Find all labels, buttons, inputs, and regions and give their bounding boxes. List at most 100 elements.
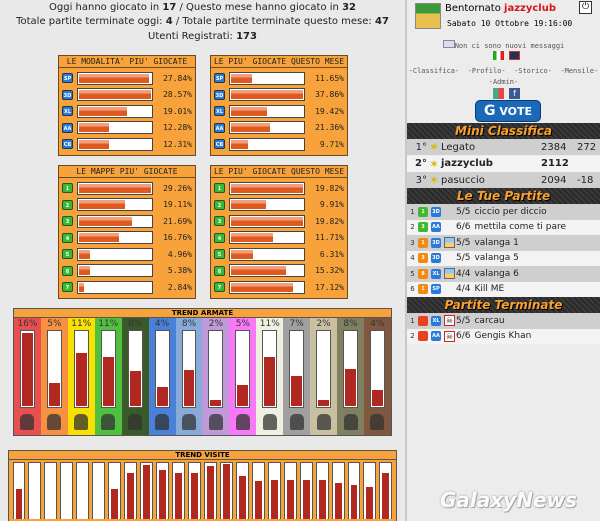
percent-bar — [229, 88, 305, 101]
army-percent: 5% — [47, 319, 62, 329]
game-index: 6 — [410, 285, 415, 294]
percent-bar — [229, 181, 305, 195]
google-icon[interactable] — [493, 88, 504, 99]
game-name[interactable]: valanga 1 — [474, 237, 519, 248]
game-row[interactable]: 1 1 3D 5/5 ciccio per diccio — [407, 204, 600, 220]
link-admin[interactable]: -Admin- — [488, 78, 519, 86]
map-icon: 1 — [62, 183, 73, 193]
level-star-icon: ✶ — [429, 140, 440, 154]
game-name[interactable]: mettila come ti pare — [474, 222, 567, 233]
month-count: 32 — [342, 2, 356, 13]
skull-icon: ☠ — [444, 315, 455, 327]
italian-flag-icon[interactable] — [493, 51, 504, 60]
player-name[interactable]: pasuccio — [441, 174, 485, 186]
percent-bar — [229, 264, 305, 277]
stat-row: CB 12.31% — [62, 136, 192, 152]
player-name[interactable]: Legato — [441, 141, 476, 153]
visit-bar — [235, 462, 249, 519]
game-row[interactable]: 2 3 AA 6/6 mettila come ti pare — [407, 219, 600, 235]
army-bar-fill — [318, 399, 330, 406]
map-icon: 4 — [62, 232, 73, 243]
percent-bar — [229, 231, 305, 244]
trend-armate: TREND ARMATE 16% 5% 11% 11% 8% 4% 8% 2% 5% 11% 7% 2… — [13, 308, 392, 436]
visit-bar-fill — [206, 466, 214, 519]
avatar[interactable] — [415, 3, 441, 29]
ranking-row[interactable]: 2° ✶ jazzyclub 2112 — [407, 155, 600, 172]
modes-all-panel: LE MODALITA' PIU' GIOCATE SP 27.84% 3D 28.57… — [58, 55, 196, 156]
messages-status[interactable]: Non ci sono nuovi messaggi — [454, 42, 565, 50]
turn-icon: 3 — [418, 253, 428, 264]
tue-partite-header: Le Tue Partite — [407, 188, 600, 204]
game-row[interactable]: 6 1 SP 4/4 Kill ME — [407, 281, 600, 297]
army-percent: 4% — [154, 319, 170, 329]
stat-row: AA 21.36% — [214, 120, 344, 136]
game-name[interactable]: valanga 5 — [474, 253, 519, 264]
visit-bar-fill — [334, 483, 342, 519]
army-bar — [289, 330, 305, 408]
map-icon: 6 — [62, 265, 73, 276]
english-flag-icon[interactable] — [509, 51, 520, 60]
army-bar — [100, 330, 116, 408]
visit-bar — [60, 462, 74, 519]
facebook-icon[interactable]: f — [509, 88, 520, 99]
soldier-icon — [370, 414, 385, 430]
mode-icon: 3D — [431, 237, 441, 248]
game-name[interactable]: Gengis Khan — [474, 331, 532, 342]
ranking-row[interactable]: 3° ✶ pasuccio 2094 -18 — [407, 172, 600, 188]
game-name[interactable]: valanga 6 — [474, 268, 519, 279]
ended-game-row[interactable]: 1 XL ☠ 5/5 carcau — [407, 313, 600, 329]
ended-month: 47 — [374, 15, 389, 27]
visit-bar — [299, 462, 313, 519]
mail-icon[interactable] — [442, 40, 455, 48]
visit-bar-fill — [222, 463, 230, 519]
soldier-icon — [20, 414, 35, 430]
army-column: 11% — [256, 318, 284, 435]
watermark: GalaxyNews — [440, 488, 577, 512]
stat-row: 7 17.12% — [214, 279, 344, 295]
logout-icon[interactable]: ⏻ — [579, 1, 592, 14]
ended-icon — [418, 331, 428, 342]
army-bar-fill — [210, 399, 222, 406]
map-icon: 4 — [214, 232, 225, 243]
soldier-icon — [181, 414, 196, 430]
army-bar-fill — [345, 369, 356, 406]
visit-bar-fill — [254, 481, 262, 519]
ranking-row[interactable]: 1° ✶ Legato 2384 272 — [407, 139, 600, 155]
army-bar — [181, 330, 197, 408]
players-count: 5/5 — [456, 237, 471, 248]
visit-bar — [331, 462, 345, 519]
visit-bar-fill — [366, 486, 374, 519]
link-classifica[interactable]: -Classifica- — [408, 67, 460, 75]
percent-bar-fill — [231, 216, 303, 226]
map-icon: 3 — [214, 216, 225, 226]
link-profilo[interactable]: -Profilo- — [467, 67, 506, 75]
link-storico[interactable]: -Storico- — [514, 67, 552, 75]
mode-icon: CB — [214, 139, 225, 149]
game-name[interactable]: carcau — [474, 315, 505, 326]
percent-value: 19.82% — [315, 183, 344, 193]
game-name[interactable]: ciccio per diccio — [474, 206, 547, 217]
player-name[interactable]: jazzyclub — [441, 158, 493, 169]
stat-row: 3D 28.57% — [62, 87, 192, 103]
game-row[interactable]: 5 8 XL 4/4 valanga 6 — [407, 266, 600, 282]
percent-value: 17.12% — [315, 282, 344, 292]
panel-title: LE MODALITA' PIU' GIOCATE — [59, 56, 195, 68]
stat-row: 1 29.26% — [62, 180, 192, 196]
players-count: 5/5 — [456, 206, 471, 217]
game-row[interactable]: 3 1 3D 5/5 valanga 1 — [407, 235, 600, 251]
link-mensile[interactable]: -Mensile- — [560, 67, 599, 75]
username-link[interactable]: jazzyclub — [504, 3, 556, 14]
army-bar-fill — [264, 357, 276, 406]
panel-title: LE PIU' GIOCATE QUESTO MESE — [211, 56, 347, 68]
ended-game-row[interactable]: 2 AA ☠ 6/6 Gengis Khan — [407, 328, 600, 344]
map-icon: 5 — [62, 249, 73, 259]
blank-icon — [444, 206, 455, 217]
blank-icon — [444, 284, 455, 295]
game-name[interactable]: Kill ME — [474, 284, 505, 295]
visit-bar-fill — [270, 480, 278, 519]
game-row[interactable]: 4 3 3D 5/5 valanga 5 — [407, 250, 600, 266]
visit-bar — [76, 462, 90, 519]
vote-button[interactable]: G VOTE — [475, 100, 541, 122]
army-percent: 7% — [289, 319, 304, 329]
percent-bar — [77, 280, 153, 294]
